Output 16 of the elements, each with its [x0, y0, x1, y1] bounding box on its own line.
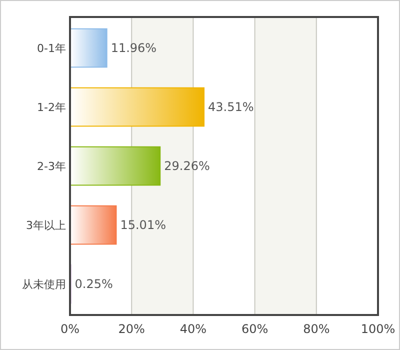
y-tick-label: 从未使用	[22, 278, 66, 291]
data-label: 15.01%	[120, 218, 166, 232]
x-tick-label: 40%	[180, 322, 207, 336]
y-tick-label: 0-1年	[37, 42, 66, 55]
x-tick-label: 80%	[303, 322, 330, 336]
data-label: 43.51%	[208, 100, 254, 114]
y-tick-label: 1-2年	[37, 100, 66, 114]
data-label: 29.26%	[164, 159, 210, 174]
x-tick-label: 60%	[241, 322, 268, 336]
x-tick-label: 0%	[60, 322, 80, 336]
data-label: 0.25%	[74, 277, 113, 292]
y-tick-label: 2-3年	[37, 160, 66, 173]
data-label: 11.96%	[110, 41, 157, 56]
x-tick-label: 20%	[118, 322, 145, 336]
y-tick-label: 3年以上	[26, 218, 66, 232]
x-tick-label: 100%	[360, 322, 396, 336]
